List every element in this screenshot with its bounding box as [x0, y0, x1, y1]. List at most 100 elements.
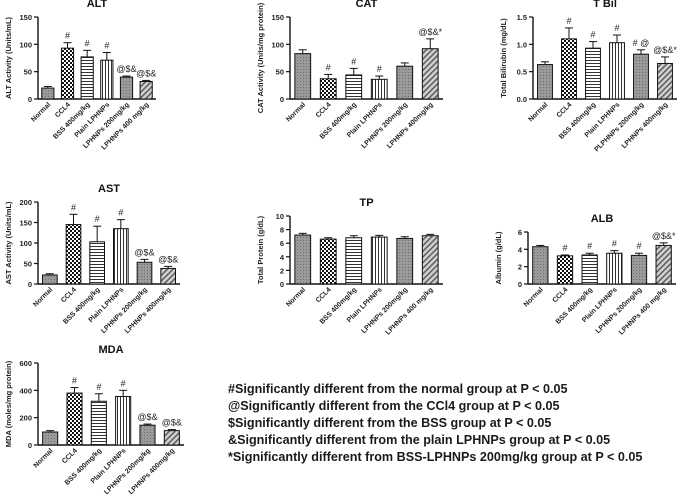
- y-tick-label: 6: [518, 228, 522, 237]
- y-tick-label: 1.0: [517, 40, 527, 49]
- significance-mark: @$&: [116, 64, 136, 74]
- chart-panel-alt: ALT ALT Activity (Units/mL) 0 50 100 150 Norma…: [4, 0, 156, 152]
- bar: [41, 87, 55, 100]
- bar: [294, 234, 312, 285]
- y-tick-label: 100: [271, 40, 284, 49]
- bar: [561, 38, 577, 100]
- significance-mark: @$&*: [418, 27, 442, 37]
- x-category-label: LPHNPs 400mg/kg: [124, 286, 173, 335]
- bar: [396, 237, 414, 285]
- x-category-label: CCL4: [552, 286, 570, 304]
- y-tick-label: 150: [19, 219, 32, 228]
- y-tick-label: 0: [28, 280, 32, 289]
- bar: [115, 395, 132, 446]
- bar: [80, 56, 94, 100]
- significance-mark: @$&: [158, 254, 178, 264]
- bar: [119, 76, 134, 100]
- bar: [100, 59, 114, 100]
- bar: [630, 254, 648, 285]
- bar: [581, 254, 598, 285]
- significance-legend: #Significantly different from the normal…: [228, 381, 642, 466]
- bar: [139, 81, 153, 100]
- y-tick-label: 200: [19, 198, 32, 207]
- significance-mark: #: [612, 239, 617, 249]
- chart-title: MDA: [98, 344, 123, 356]
- significance-mark: #: [636, 241, 641, 251]
- chart-title: ALB: [591, 213, 614, 225]
- x-category-label: LPHNPs 200mg/kg: [103, 447, 152, 496]
- bar: [42, 431, 59, 446]
- y-axis-label: AST Activity (Units/mL): [4, 201, 13, 285]
- bar: [60, 47, 75, 100]
- y-tick-label: 150: [271, 13, 284, 22]
- significance-mark: @$&*: [652, 231, 676, 241]
- significance-mark: #: [614, 23, 619, 33]
- chart-title: T Bil: [593, 0, 617, 10]
- x-category-label: Normal: [285, 286, 307, 308]
- significance-mark: #: [65, 31, 70, 41]
- x-category-label: CCL4: [556, 101, 574, 119]
- bar: [556, 255, 574, 285]
- y-tick-label: 50: [276, 68, 284, 77]
- bar: [163, 430, 180, 446]
- significance-mark: #: [590, 30, 595, 40]
- bar: [532, 246, 549, 285]
- chart-title: CAT: [356, 0, 378, 10]
- chart-title: AST: [98, 183, 120, 195]
- x-category-label: Plain LPHNPs: [74, 101, 112, 139]
- significance-mark: #: [85, 38, 90, 48]
- bar: [65, 224, 82, 285]
- x-category-label: Normal: [33, 447, 55, 469]
- y-tick-label: 50: [24, 68, 32, 77]
- y-axis-label: CAT Activity (Units/mg protein): [256, 2, 265, 113]
- x-category-label: CCL4: [315, 101, 333, 119]
- y-tick-label: 4: [280, 253, 285, 262]
- legend-line: $Significantly different from the BSS gr…: [228, 416, 552, 430]
- y-tick-label: 0.5: [517, 68, 527, 77]
- chart-panel-ast: AST AST Activity (Units/mL) 0 50 100 150 200 No…: [4, 183, 180, 335]
- bar: [136, 261, 153, 285]
- bar: [41, 274, 58, 285]
- x-category-label: Normal: [527, 101, 549, 123]
- legend-line: &Significantly different from the plain …: [228, 433, 611, 447]
- y-tick-label: 0: [28, 441, 32, 450]
- x-category-label: LPHNPs 400mg/kg: [128, 447, 177, 496]
- bar: [345, 237, 363, 285]
- bar: [657, 62, 673, 100]
- significance-mark: #: [351, 56, 356, 66]
- x-category-label: LPHNPs 400 mg/kg: [618, 286, 668, 336]
- y-tick-label: 0: [280, 280, 284, 289]
- significance-mark: #: [326, 62, 331, 72]
- x-category-label: CCL4: [54, 101, 72, 119]
- significance-mark: #: [118, 208, 123, 218]
- bar: [66, 392, 83, 446]
- y-axis-label: ALT Activity (Units/mL): [4, 16, 13, 99]
- bar: [421, 48, 439, 100]
- significance-mark: #: [121, 378, 126, 388]
- chart-panel-mda: MDA MDA (moles/mg protein) 0 200 400 600 Norma…: [4, 344, 184, 496]
- bar: [585, 47, 601, 100]
- y-tick-label: 100: [19, 40, 32, 49]
- significance-mark: #: [95, 214, 100, 224]
- significance-mark: #: [72, 376, 77, 386]
- bar: [606, 252, 623, 285]
- significance-mark: @$&*: [653, 45, 677, 55]
- bar: [345, 74, 363, 100]
- significance-mark: #: [566, 16, 571, 26]
- y-tick-label: 2: [518, 263, 522, 272]
- significance-mark: #: [562, 243, 567, 253]
- legend-line: @Significantly different from the CCl4 g…: [228, 399, 560, 413]
- x-category-label: LPHNPs 400mg/kg: [386, 101, 435, 150]
- x-category-label: Normal: [30, 101, 52, 123]
- x-category-label: LPHNPs 200mg/kg: [360, 101, 409, 150]
- bar: [319, 78, 337, 100]
- x-category-label: LPHNPs 200mg/kg: [100, 286, 149, 335]
- y-tick-label: 8: [280, 226, 284, 235]
- y-tick-label: 1.5: [517, 13, 527, 22]
- bar: [112, 228, 129, 285]
- significance-mark: # @: [633, 38, 650, 48]
- bar: [537, 64, 553, 100]
- bar: [396, 65, 414, 100]
